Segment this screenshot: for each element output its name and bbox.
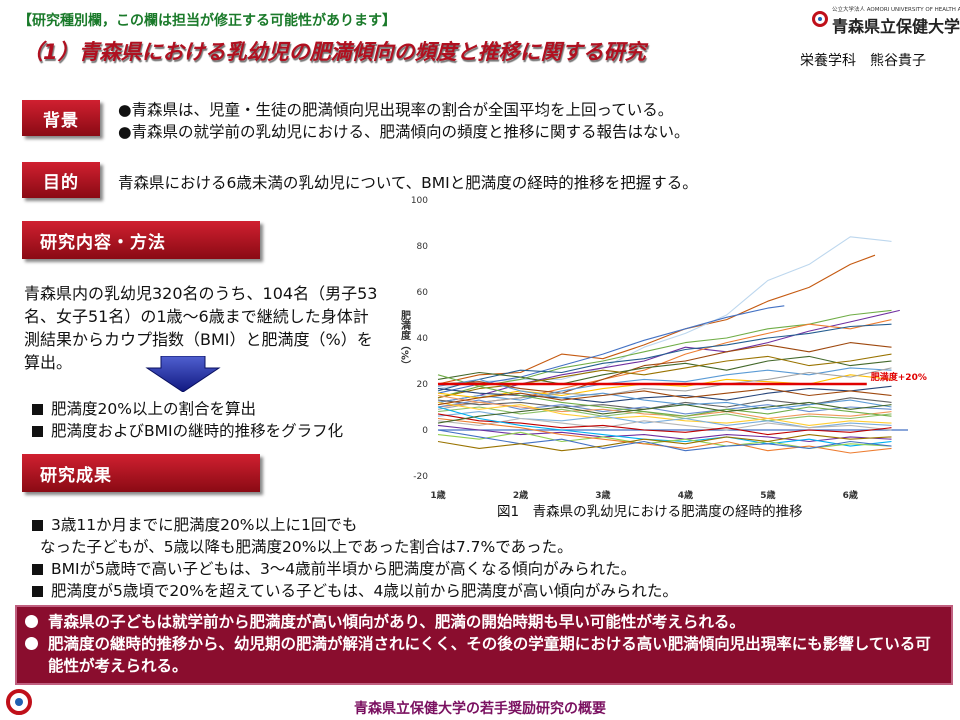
x-tick-label: 4歳 xyxy=(678,489,693,501)
series-line xyxy=(437,385,892,403)
series-line xyxy=(437,342,892,394)
x-tick-label: 1歳 xyxy=(430,489,445,501)
series-line xyxy=(437,417,892,431)
results-list: 3歳11か月までに肥満度20%以上に1回でも なった子どもが、5歳以降も肥満度2… xyxy=(32,514,678,602)
series-line xyxy=(437,413,892,436)
obesity-trend-chart: -20 0 20 40 60 80 100 1歳 2歳 3歳 4歳 5歳 6歳 肥満度（%） 肥満度+20% xyxy=(400,196,927,501)
bullet-icon xyxy=(25,615,38,628)
y-tick-label: 60 xyxy=(417,288,429,298)
series-line xyxy=(437,401,892,426)
methods-text: 青森県内の乳幼児320名のうち、104名（男子53名、女子51名）の1歳～6歳ま… xyxy=(24,284,378,372)
series-line xyxy=(437,236,892,390)
page-title: （1）青森県における乳幼児の肥満傾向の頻度と推移に関する研究 xyxy=(22,40,646,64)
x-tick-label: 2歳 xyxy=(513,489,528,501)
notice-text: 【研究種別欄，この欄は担当が修正する可能性があります】 xyxy=(18,13,396,29)
author-name: 栄養学科 熊谷貴子 xyxy=(800,53,926,69)
series-line xyxy=(437,429,892,452)
section-label-background: 背景 xyxy=(22,100,100,136)
series-line xyxy=(437,323,892,392)
section-label-objective: 目的 xyxy=(22,162,100,198)
university-logo: 公立大学法人 AOMORI UNIVERSITY OF HEALTH AND W… xyxy=(810,5,960,37)
section-label-methods: 研究内容・方法 xyxy=(22,221,260,259)
y-tick-label: 80 xyxy=(417,242,429,252)
background-text: ●青森県は、児童・生徒の肥満傾向児出現率の割合が全国平均を上回っている。 ●青森… xyxy=(118,99,690,143)
section-label-results: 研究成果 xyxy=(22,454,260,492)
down-arrow-icon xyxy=(145,356,221,392)
list-item: 肥満度が5歳頃で20%を超えている子どもは、4歳以前から肥満度が高い傾向がみられ… xyxy=(32,580,678,602)
conclusion-item: 肥満度の継時的推移から、幼児期の肥満が解消されにくく、その後の学童期における高い… xyxy=(25,633,943,677)
objective-text: 青森県における6歳未満の乳幼児について、BMIと肥満度の経時的推移を把握する。 xyxy=(118,174,698,192)
background-line: ●青森県の就学前の乳幼児における、肥満傾向の頻度と推移に関する報告はない。 xyxy=(118,123,690,141)
list-item: 肥満度20%以上の割合を算出 xyxy=(32,398,343,420)
university-emblem-icon xyxy=(6,689,32,715)
list-item: なった子どもが、5歳以降も肥満度20%以上であった割合は7.7%であった。 xyxy=(40,538,573,556)
x-tick-label: 6歳 xyxy=(843,489,858,501)
y-tick-label: 0 xyxy=(422,426,428,436)
series-line xyxy=(437,401,892,424)
list-item: BMIが5歳時で高い子どもは、3～4歳前半頃から肥満度が高くなる傾向がみられた。 xyxy=(32,558,678,580)
series-line xyxy=(437,355,892,385)
series-line xyxy=(437,367,892,410)
y-tick-label: 20 xyxy=(417,380,429,390)
footer-text: 青森県立保健大学の若手奨励研究の概要 xyxy=(354,701,606,717)
y-tick-label: 40 xyxy=(417,334,429,344)
series-line xyxy=(437,309,892,399)
conclusion-box: 青森県の子どもは就学前から肥満度が高い傾向があり、肥満の開始時期も早い可能性が考… xyxy=(15,605,953,685)
series-line xyxy=(437,309,900,403)
logo-subtitle: 公立大学法人 AOMORI UNIVERSITY OF HEALTH AND W… xyxy=(832,7,960,13)
series-line xyxy=(437,434,892,452)
university-emblem-icon xyxy=(812,11,828,27)
x-tick-label: 5歳 xyxy=(760,489,775,501)
series-line xyxy=(437,305,785,394)
series-line xyxy=(437,388,892,406)
series-line xyxy=(437,399,892,415)
series-line xyxy=(437,406,892,447)
conclusion-item: 青森県の子どもは就学前から肥満度が高い傾向があり、肥満の開始時期も早い可能性が考… xyxy=(25,611,943,633)
background-line: ●青森県は、児童・生徒の肥満傾向児出現率の割合が全国平均を上回っている。 xyxy=(118,101,674,119)
reference-line-label: 肥満度+20% xyxy=(871,371,927,383)
x-tick-label: 3歳 xyxy=(595,489,610,501)
logo-name: 青森県立保健大学 xyxy=(832,17,960,36)
methods-bullets: 肥満度20%以上の割合を算出 肥満度およびBMIの継時的推移をグラフ化 xyxy=(32,398,343,442)
y-tick-label: -20 xyxy=(413,472,428,482)
chart-caption: 図1 青森県の乳幼児における肥満度の経時的推移 xyxy=(497,504,803,520)
list-item: 肥満度およびBMIの継時的推移をグラフ化 xyxy=(32,420,343,442)
y-axis-label: 肥満度（%） xyxy=(400,310,412,370)
bullet-icon xyxy=(25,637,38,650)
series-line xyxy=(437,254,876,385)
y-tick-label: 100 xyxy=(411,196,428,206)
series-line xyxy=(437,424,892,443)
list-item: 3歳11か月までに肥満度20%以上に1回でも xyxy=(32,514,678,536)
